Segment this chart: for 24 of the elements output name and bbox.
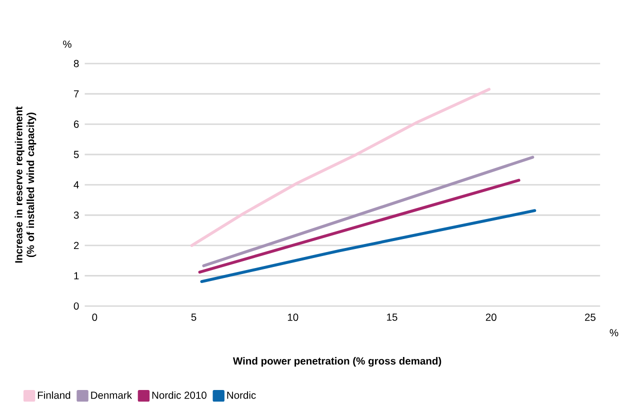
y-tick-label: 3 [74,212,79,219]
x-tick-label: 25 [585,314,596,322]
y-tick-label: 2 [74,242,79,250]
text: % [63,40,72,48]
x-tick-label: 20 [486,314,496,322]
x-tick-label: 0 [92,314,98,322]
x-tick-label: 5 [191,314,196,321]
line-series [190,88,491,248]
legend-label: Finland [38,391,70,399]
y-axis-title: Increase in reserve requirement (% of installed wind capacity) [14,106,36,263]
y-tick-label: 1 [74,272,79,280]
x-axis-title: Wind power penetration (% gross demand) [232,357,442,367]
y-tick-label: 7 [74,90,79,98]
legend-label: Denmark [91,391,132,399]
y-tick-label: 6 [74,120,79,128]
legend-label: Nordic 2010 [152,391,206,399]
x-tick-label: 10 [288,314,298,322]
text: % [610,329,618,336]
y-tick-label: 4 [74,181,79,188]
legend-label: Nordic [227,391,256,399]
x-tick-label: 15 [387,314,398,321]
y-tick-label: 8 [74,60,79,68]
y-tick-label: 0 [74,302,79,310]
y-tick-label: 5 [74,151,79,158]
